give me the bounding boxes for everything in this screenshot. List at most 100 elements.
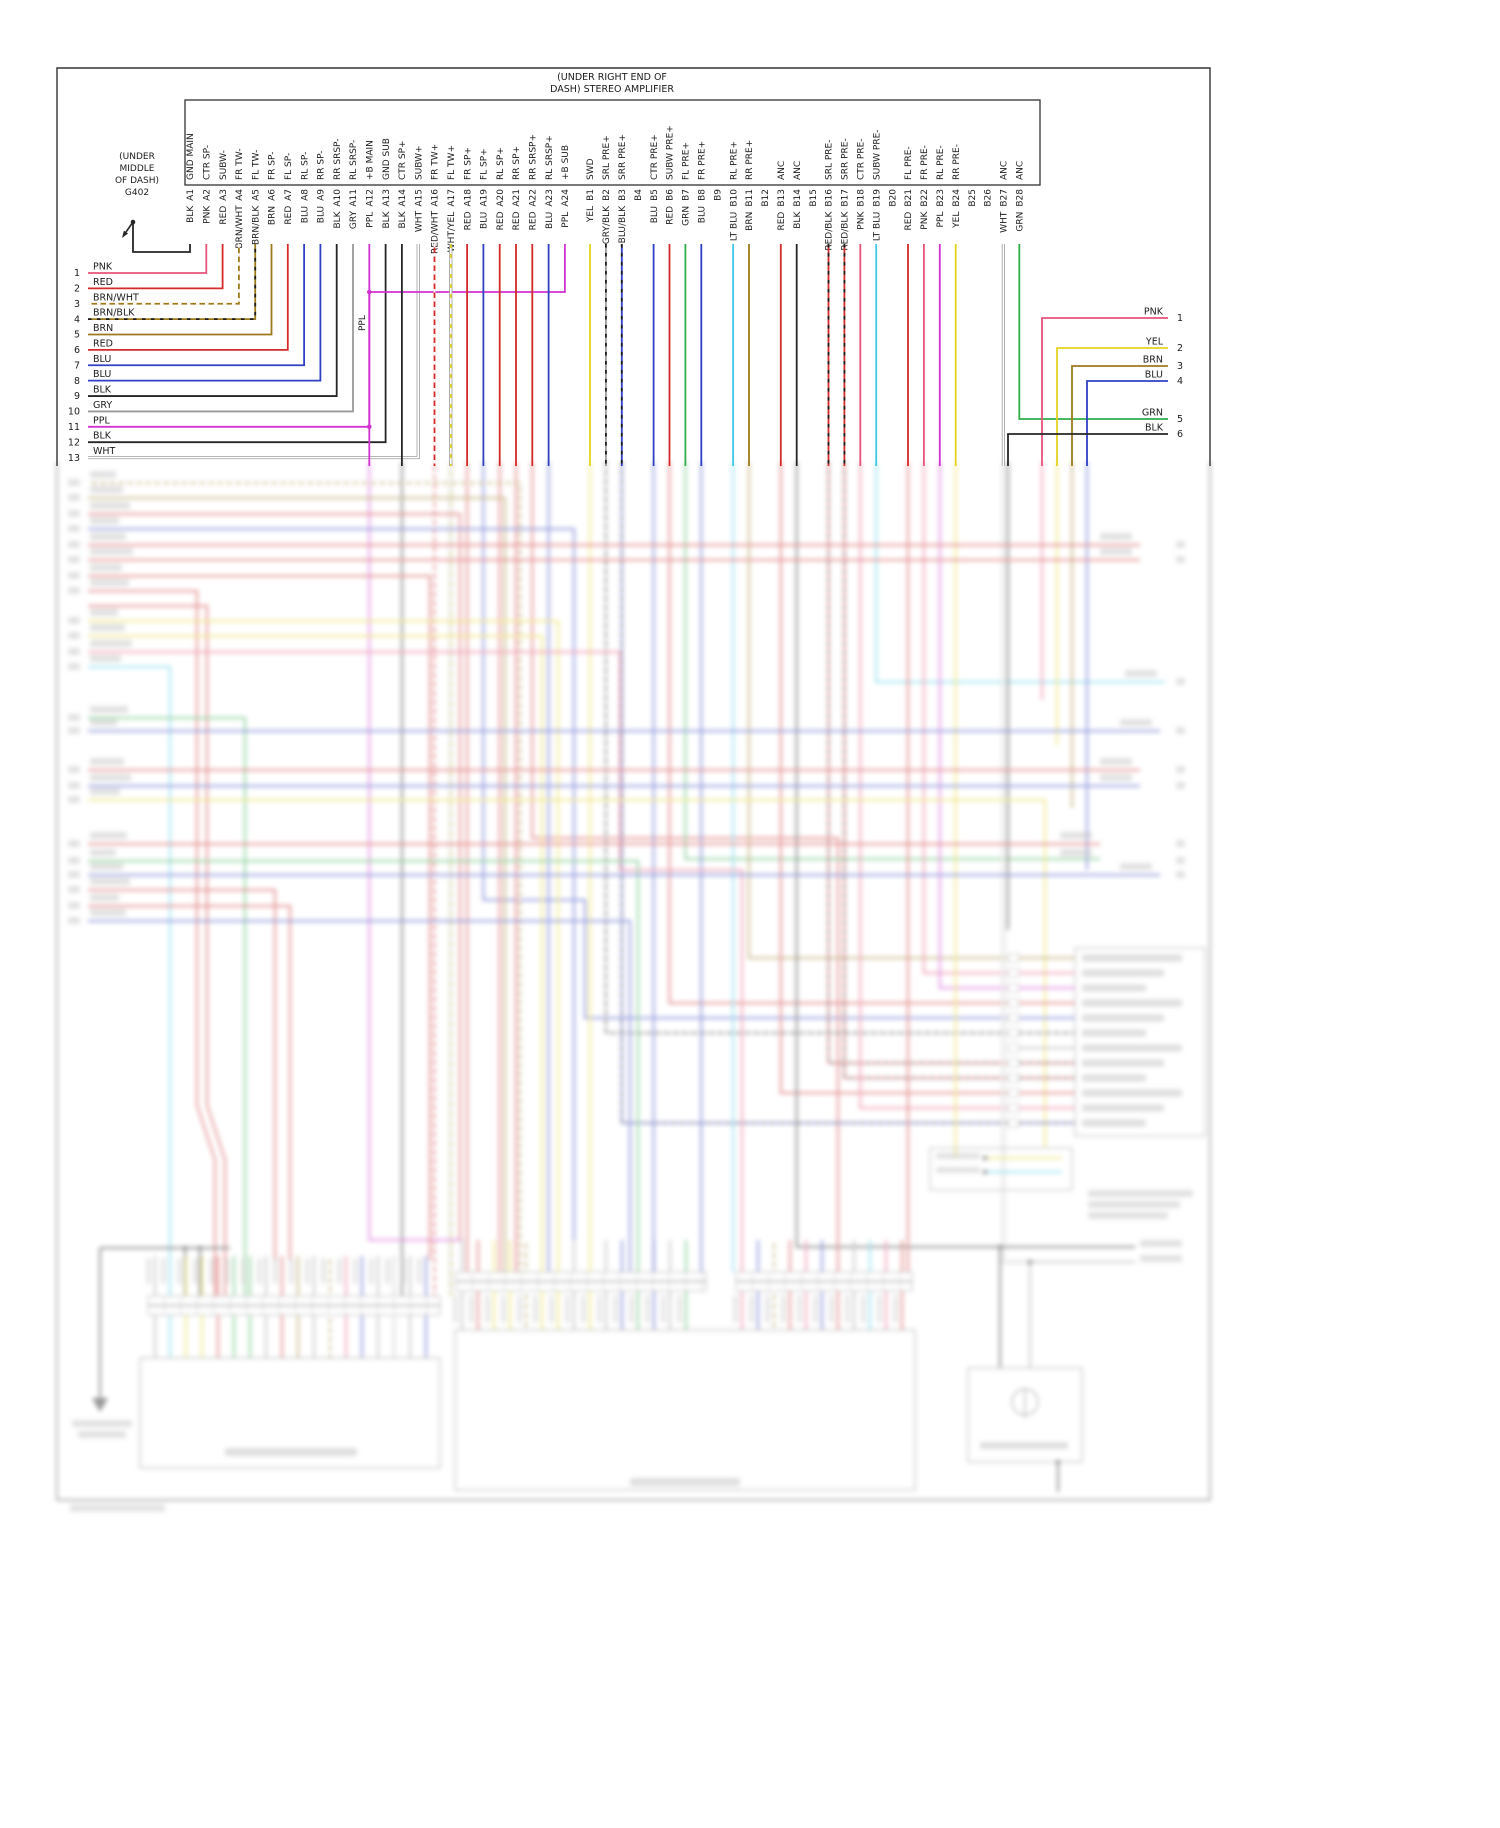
blurred-text xyxy=(289,1258,294,1284)
blurred-text xyxy=(385,1258,390,1284)
pin-label-a1: BLKA1 xyxy=(186,189,196,223)
blur-wire-47 xyxy=(88,666,171,1296)
blur-wire-15 xyxy=(684,462,1100,860)
blurred-text xyxy=(877,1295,882,1323)
pin-label-a5: BRN/BLKA5 xyxy=(251,189,261,245)
blurred-text xyxy=(90,832,127,839)
blurred-text xyxy=(193,1258,198,1284)
right-wire-number-1: 1 xyxy=(1177,313,1183,324)
blurred-text xyxy=(337,1258,342,1284)
ground-label-line3: OF DASH) xyxy=(115,176,159,186)
blurred-text xyxy=(613,1295,618,1323)
blur-wire-27 xyxy=(938,462,1008,989)
pin-label-a14: BLKA14 xyxy=(398,189,408,229)
pin-label-a10: BLKA10 xyxy=(333,189,343,229)
pin-signal-a14: CTR SP+ xyxy=(398,140,408,180)
pin-signal-a5: FL TW- xyxy=(251,150,261,180)
junction-dot xyxy=(997,1244,1003,1250)
blurred-text xyxy=(68,902,80,909)
pin-label-b21: REDB21 xyxy=(904,189,914,231)
blurred-text xyxy=(68,617,80,624)
pin-label-b20: B20 xyxy=(888,189,898,207)
blurred-text xyxy=(829,1295,834,1323)
blur-wire-58 xyxy=(88,920,631,1272)
pin-label-b27: WHTB27 xyxy=(1000,189,1010,233)
blurred-text xyxy=(1082,1044,1182,1052)
diagram-border xyxy=(56,67,1211,466)
pin-label-a23: BLUA23 xyxy=(545,189,555,229)
pin-signal-b7: FL PRE+ xyxy=(682,142,692,180)
ground-label-line2: MIDDLE xyxy=(120,164,155,174)
pin-signal-a2: CTR SP- xyxy=(203,145,213,180)
pin-signal-b16: SRL PRE- xyxy=(825,140,835,180)
blur-wire-18 xyxy=(748,462,1008,959)
left-wire-number-10: 10 xyxy=(68,407,80,418)
blurred-text xyxy=(645,1295,650,1323)
pin-signal-b22: FR PRE- xyxy=(920,145,930,180)
amplifier-title-line2: DASH) STEREO AMPLIFIER xyxy=(550,84,674,95)
blurred-text xyxy=(1082,1074,1146,1082)
pin-label-b28: GRNB28 xyxy=(1016,189,1026,232)
blur-wire-19 xyxy=(779,462,1008,1094)
junction-dot xyxy=(367,424,372,430)
blurred-text xyxy=(90,863,123,870)
pin-label-a15: WHTA15 xyxy=(414,189,424,232)
blurred-text xyxy=(630,1478,740,1486)
left-wire-label-6: RED xyxy=(93,338,113,349)
left-wire-label-7: BLU xyxy=(93,354,111,365)
blurred-text xyxy=(68,587,80,594)
amplifier-connector-box xyxy=(184,99,1041,186)
left-wire-9 xyxy=(88,244,338,397)
pin-signal-a1: GND MAIN xyxy=(186,133,196,180)
blurred-text xyxy=(90,471,116,478)
blurred-text xyxy=(369,1258,374,1284)
blurred-text xyxy=(1120,719,1152,726)
pin-label-b19: LT BLUB19 xyxy=(872,189,882,241)
right-wire-label-5: GRN xyxy=(1142,408,1163,419)
blurred-text xyxy=(68,840,80,847)
pin-signal-b18: CTR PRE- xyxy=(857,138,867,180)
left-wire-13 xyxy=(88,244,420,460)
pin-label-b26: B26 xyxy=(984,189,994,207)
pin-label-a8: BLUA8 xyxy=(300,189,310,223)
blurred-text xyxy=(90,706,128,713)
pin-signal-b5: CTR PRE+ xyxy=(650,134,660,180)
pin-signal-a21: RR SP+ xyxy=(512,146,522,180)
ground-symbol xyxy=(122,230,129,238)
pin-label-a9: BLUA9 xyxy=(317,189,327,223)
blurred-text xyxy=(68,663,80,670)
left-wire-label-8: BLU xyxy=(93,369,111,380)
blurred-text xyxy=(1176,857,1185,864)
blurred-text xyxy=(936,1153,980,1159)
right-wire-number-5: 5 xyxy=(1177,414,1183,425)
pin-signal-a8: RL SP- xyxy=(300,152,310,180)
left-wire-label-2: RED xyxy=(93,277,113,288)
blurred-text xyxy=(225,1448,357,1456)
left-wire-number-8: 8 xyxy=(74,376,80,387)
pin-label-b12: B12 xyxy=(761,189,771,207)
blur-wire-42 xyxy=(88,590,216,1296)
pin-label-b13: REDB13 xyxy=(777,189,787,231)
blurred-text xyxy=(517,1295,522,1323)
blurred-text xyxy=(68,525,80,532)
left-wire-number-7: 7 xyxy=(74,360,80,371)
blurred-text xyxy=(90,878,130,885)
blurred-text xyxy=(68,871,80,878)
blurred-text xyxy=(861,1295,866,1323)
pin-signal-b14: ANC xyxy=(793,161,803,180)
blurred-text xyxy=(1082,984,1146,992)
pin-label-b15: B15 xyxy=(809,189,819,207)
blur-wire-23 xyxy=(859,462,1008,1109)
blurred-text xyxy=(813,1295,818,1323)
blur-wire-43 xyxy=(88,605,226,1296)
left-wire-number-9: 9 xyxy=(74,391,80,402)
pin-label-b11: BRNB11 xyxy=(745,189,755,231)
blurred-text xyxy=(1100,774,1132,781)
pin-label-b6: REDB6 xyxy=(666,189,676,225)
right-wire-4 xyxy=(1086,380,1168,466)
blurred-text xyxy=(1140,1240,1182,1247)
blurred-text xyxy=(1082,1059,1164,1067)
pin-label-a24: PPLA24 xyxy=(561,189,571,228)
